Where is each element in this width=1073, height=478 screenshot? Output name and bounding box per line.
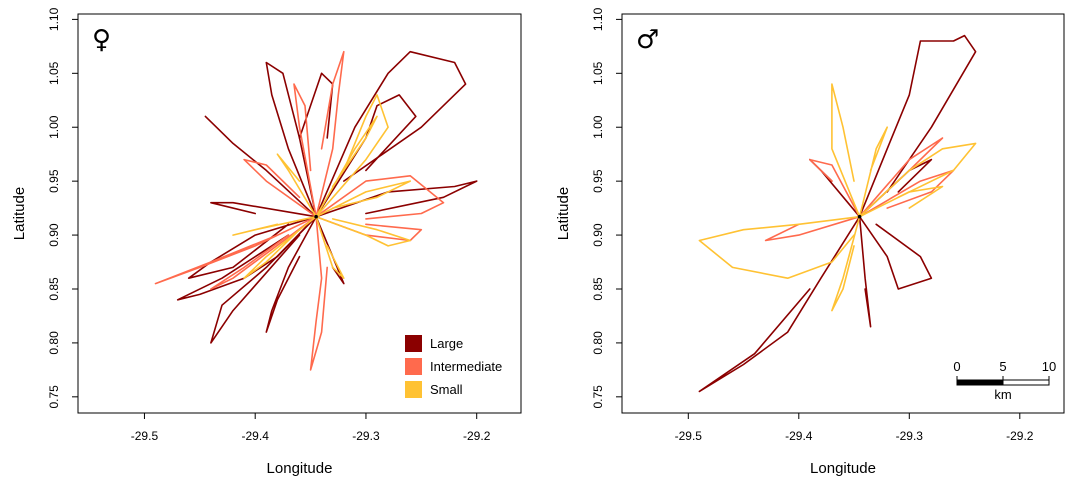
track-large-2 <box>858 215 872 328</box>
y-axis-title: Latitude <box>555 187 572 240</box>
y-tick-label: 0.80 <box>47 331 61 355</box>
track-small-0 <box>698 215 861 279</box>
track-large-6 <box>176 215 317 301</box>
track-intermediate-0 <box>154 215 317 285</box>
track-large-11 <box>187 215 317 279</box>
y-tick-label: 1.00 <box>47 115 61 139</box>
track-intermediate-1 <box>764 215 861 242</box>
track-intermediate-4 <box>243 158 317 218</box>
scale-bar-label: 0 <box>953 359 960 374</box>
scale-bar-filled <box>956 379 1004 386</box>
track-small-7 <box>315 115 378 218</box>
track-intermediate-6 <box>293 83 317 218</box>
track-large-5 <box>210 215 317 344</box>
track-intermediate-3 <box>315 175 445 220</box>
track-large-2 <box>298 72 334 218</box>
legend-swatch-intermediate <box>405 358 422 375</box>
track-small-0 <box>315 94 389 218</box>
track-small-1 <box>315 215 411 247</box>
track-intermediate-1 <box>309 215 328 371</box>
panel-female: -29.5 -29.4 -29.3 -29.2 0.75 0.80 0.85 0.90 0.95… <box>11 7 522 477</box>
legend-label-large: Large <box>430 336 463 351</box>
track-large-1 <box>265 61 317 218</box>
y-axis-title: Latitude <box>11 187 28 240</box>
x-tick-label: -29.5 <box>131 429 159 443</box>
track-small-4 <box>315 180 411 218</box>
track-intermediate-7 <box>210 215 317 290</box>
y-tick-label: 1.05 <box>591 61 605 85</box>
track-intermediate-2 <box>315 50 345 218</box>
track-large-0 <box>204 115 317 218</box>
legend-label-small: Small <box>430 382 463 397</box>
track-large-0 <box>858 34 977 218</box>
legend: Large Intermediate Small <box>405 335 502 398</box>
y-tick-label: 0.75 <box>47 385 61 409</box>
track-large-1 <box>698 215 861 393</box>
colony-marker <box>857 214 862 219</box>
y-tick-label: 0.85 <box>47 277 61 301</box>
scale-bar-empty <box>1002 379 1050 386</box>
track-small-3 <box>831 215 861 312</box>
track-large-9 <box>315 215 345 285</box>
male-symbol: ♂ <box>636 25 659 55</box>
female-symbol: ♀ <box>92 25 111 55</box>
x-tick-label: -29.4 <box>242 429 270 443</box>
y-tick-label: 1.05 <box>47 61 61 85</box>
series-large <box>698 34 977 393</box>
track-small-6 <box>243 215 317 279</box>
y-tick-label: 0.95 <box>47 169 61 193</box>
series-intermediate <box>154 50 445 371</box>
scale-bar-label: 10 <box>1042 359 1056 374</box>
legend-label-intermediate: Intermediate <box>430 359 502 374</box>
x-tick-label: -29.3 <box>896 429 924 443</box>
x-tick-label: -29.5 <box>675 429 703 443</box>
scale-bar-label: 5 <box>999 359 1006 374</box>
track-large-10 <box>210 201 317 218</box>
x-tick-label: -29.2 <box>1006 429 1034 443</box>
plot-frame <box>77 13 522 414</box>
y-tick-label: 0.90 <box>47 223 61 247</box>
y-tick-label: 0.85 <box>591 277 605 301</box>
x-tick-label: -29.4 <box>785 429 813 443</box>
y-tick-label: 1.10 <box>47 7 61 31</box>
track-small-5 <box>315 215 345 279</box>
track-small-5 <box>858 126 888 218</box>
series-small <box>698 83 977 312</box>
track-intermediate-3 <box>809 158 861 218</box>
x-axis-title: Longitude <box>810 460 876 477</box>
track-large-7 <box>265 215 317 333</box>
series-small <box>232 94 411 279</box>
track-large-8 <box>315 50 467 218</box>
track-small-4 <box>858 185 944 218</box>
track-small-2 <box>858 142 977 218</box>
panel-male: -29.5 -29.4 -29.3 -29.2 0.75 0.80 0.85 0.90 0.95… <box>555 7 1065 477</box>
legend-swatch-small <box>405 381 422 398</box>
y-tick-label: 0.80 <box>591 331 605 355</box>
y-tick-label: 1.10 <box>591 7 605 31</box>
legend-swatch-large <box>405 335 422 352</box>
scale-bar-unit: km <box>994 387 1011 402</box>
track-large-4 <box>315 180 478 218</box>
x-tick-label: -29.3 <box>352 429 380 443</box>
x-axis-title: Longitude <box>267 460 333 477</box>
colony-marker <box>314 214 318 219</box>
y-tick-label: 0.95 <box>591 169 605 193</box>
y-tick-label: 0.90 <box>591 223 605 247</box>
scale-bar: 0 5 10 km <box>953 359 1056 402</box>
track-intermediate-2 <box>858 137 944 218</box>
plot-frame <box>621 13 1065 414</box>
track-small-3 <box>276 153 317 218</box>
x-tick-label: -29.2 <box>463 429 491 443</box>
y-tick-label: 0.75 <box>591 385 605 409</box>
track-small-2 <box>232 215 317 236</box>
y-tick-label: 1.00 <box>591 115 605 139</box>
track-large-3 <box>858 215 933 290</box>
track-small-1 <box>831 83 861 218</box>
